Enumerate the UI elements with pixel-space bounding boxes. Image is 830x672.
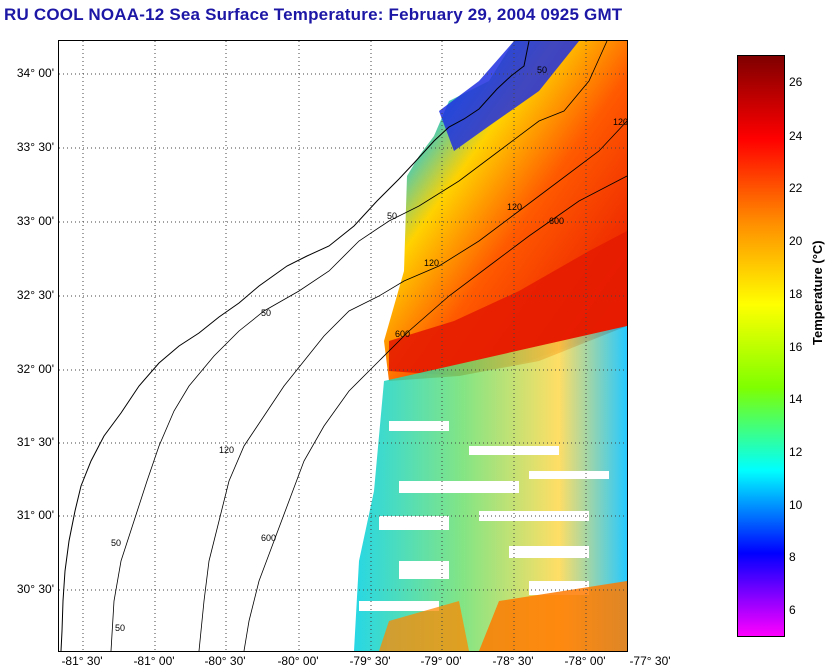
lat-label: 30° 30' bbox=[16, 582, 54, 596]
colorbar-tick: 12 bbox=[789, 445, 803, 459]
lat-label: 31° 30' bbox=[16, 435, 54, 449]
lat-label: 31° 00' bbox=[16, 508, 54, 522]
cold-nearshore bbox=[439, 41, 579, 151]
warm-patch-south bbox=[479, 581, 627, 651]
colorbar-tick: 26 bbox=[789, 75, 803, 89]
lat-label: 33° 00' bbox=[16, 214, 54, 228]
lon-label: -79° 00' bbox=[420, 654, 462, 668]
lon-label: -78° 30' bbox=[492, 654, 534, 668]
contour-label: 600 bbox=[261, 533, 276, 543]
lat-label: 32° 30' bbox=[16, 288, 54, 302]
lon-label: -79° 30' bbox=[349, 654, 391, 668]
map-canvas: 50 120 600 50 120 600 50 120 600 50 50 1… bbox=[59, 41, 627, 651]
contour-label: 120 bbox=[613, 117, 627, 127]
contour-label: 120 bbox=[424, 258, 439, 268]
colorbar-tick: 6 bbox=[789, 603, 796, 617]
colorbar-tick: 16 bbox=[789, 340, 803, 354]
lat-label: 32° 00' bbox=[16, 362, 54, 376]
colorbar-tick: 20 bbox=[789, 234, 803, 248]
contour-label: 50 bbox=[115, 623, 125, 633]
contour-label: 600 bbox=[395, 329, 410, 339]
lon-label: -78° 00' bbox=[564, 654, 606, 668]
cloud-gaps bbox=[359, 421, 609, 611]
lat-label: 33° 30' bbox=[16, 140, 54, 154]
graticule bbox=[59, 41, 627, 651]
lon-label: -81° 30' bbox=[61, 654, 103, 668]
contour-label: 600 bbox=[549, 216, 564, 226]
contour-label: 120 bbox=[219, 445, 234, 455]
map-title: RU COOL NOAA-12 Sea Surface Temperature:… bbox=[4, 5, 623, 24]
sst-map[interactable]: 50 120 600 50 120 600 50 120 600 50 50 1… bbox=[58, 40, 628, 652]
colorbar-tick: 18 bbox=[789, 287, 803, 301]
colorbar-tick: 14 bbox=[789, 392, 803, 406]
temperature-colorbar bbox=[737, 55, 785, 637]
contour-label: 50 bbox=[387, 211, 397, 221]
contour-label: 50 bbox=[261, 308, 271, 318]
isobath-contours bbox=[110, 41, 627, 651]
colorbar-tick: 10 bbox=[789, 498, 803, 512]
lat-label: 34° 00' bbox=[16, 66, 54, 80]
lon-label: -80° 30' bbox=[204, 654, 246, 668]
warm-patch-sw bbox=[379, 601, 469, 651]
colorbar-tick: 8 bbox=[789, 550, 796, 564]
contour-label: 50 bbox=[537, 65, 547, 75]
contour-label: 50 bbox=[111, 538, 121, 548]
lon-label: -77° 30' bbox=[629, 654, 671, 668]
colorbar-label: Temperature (°C) bbox=[810, 240, 825, 345]
lon-label: -80° 00' bbox=[277, 654, 319, 668]
colorbar-tick: 22 bbox=[789, 181, 803, 195]
contour-label: 120 bbox=[507, 202, 522, 212]
coastline bbox=[60, 41, 530, 651]
colorbar-tick: 24 bbox=[789, 129, 803, 143]
lon-label: -81° 00' bbox=[133, 654, 175, 668]
